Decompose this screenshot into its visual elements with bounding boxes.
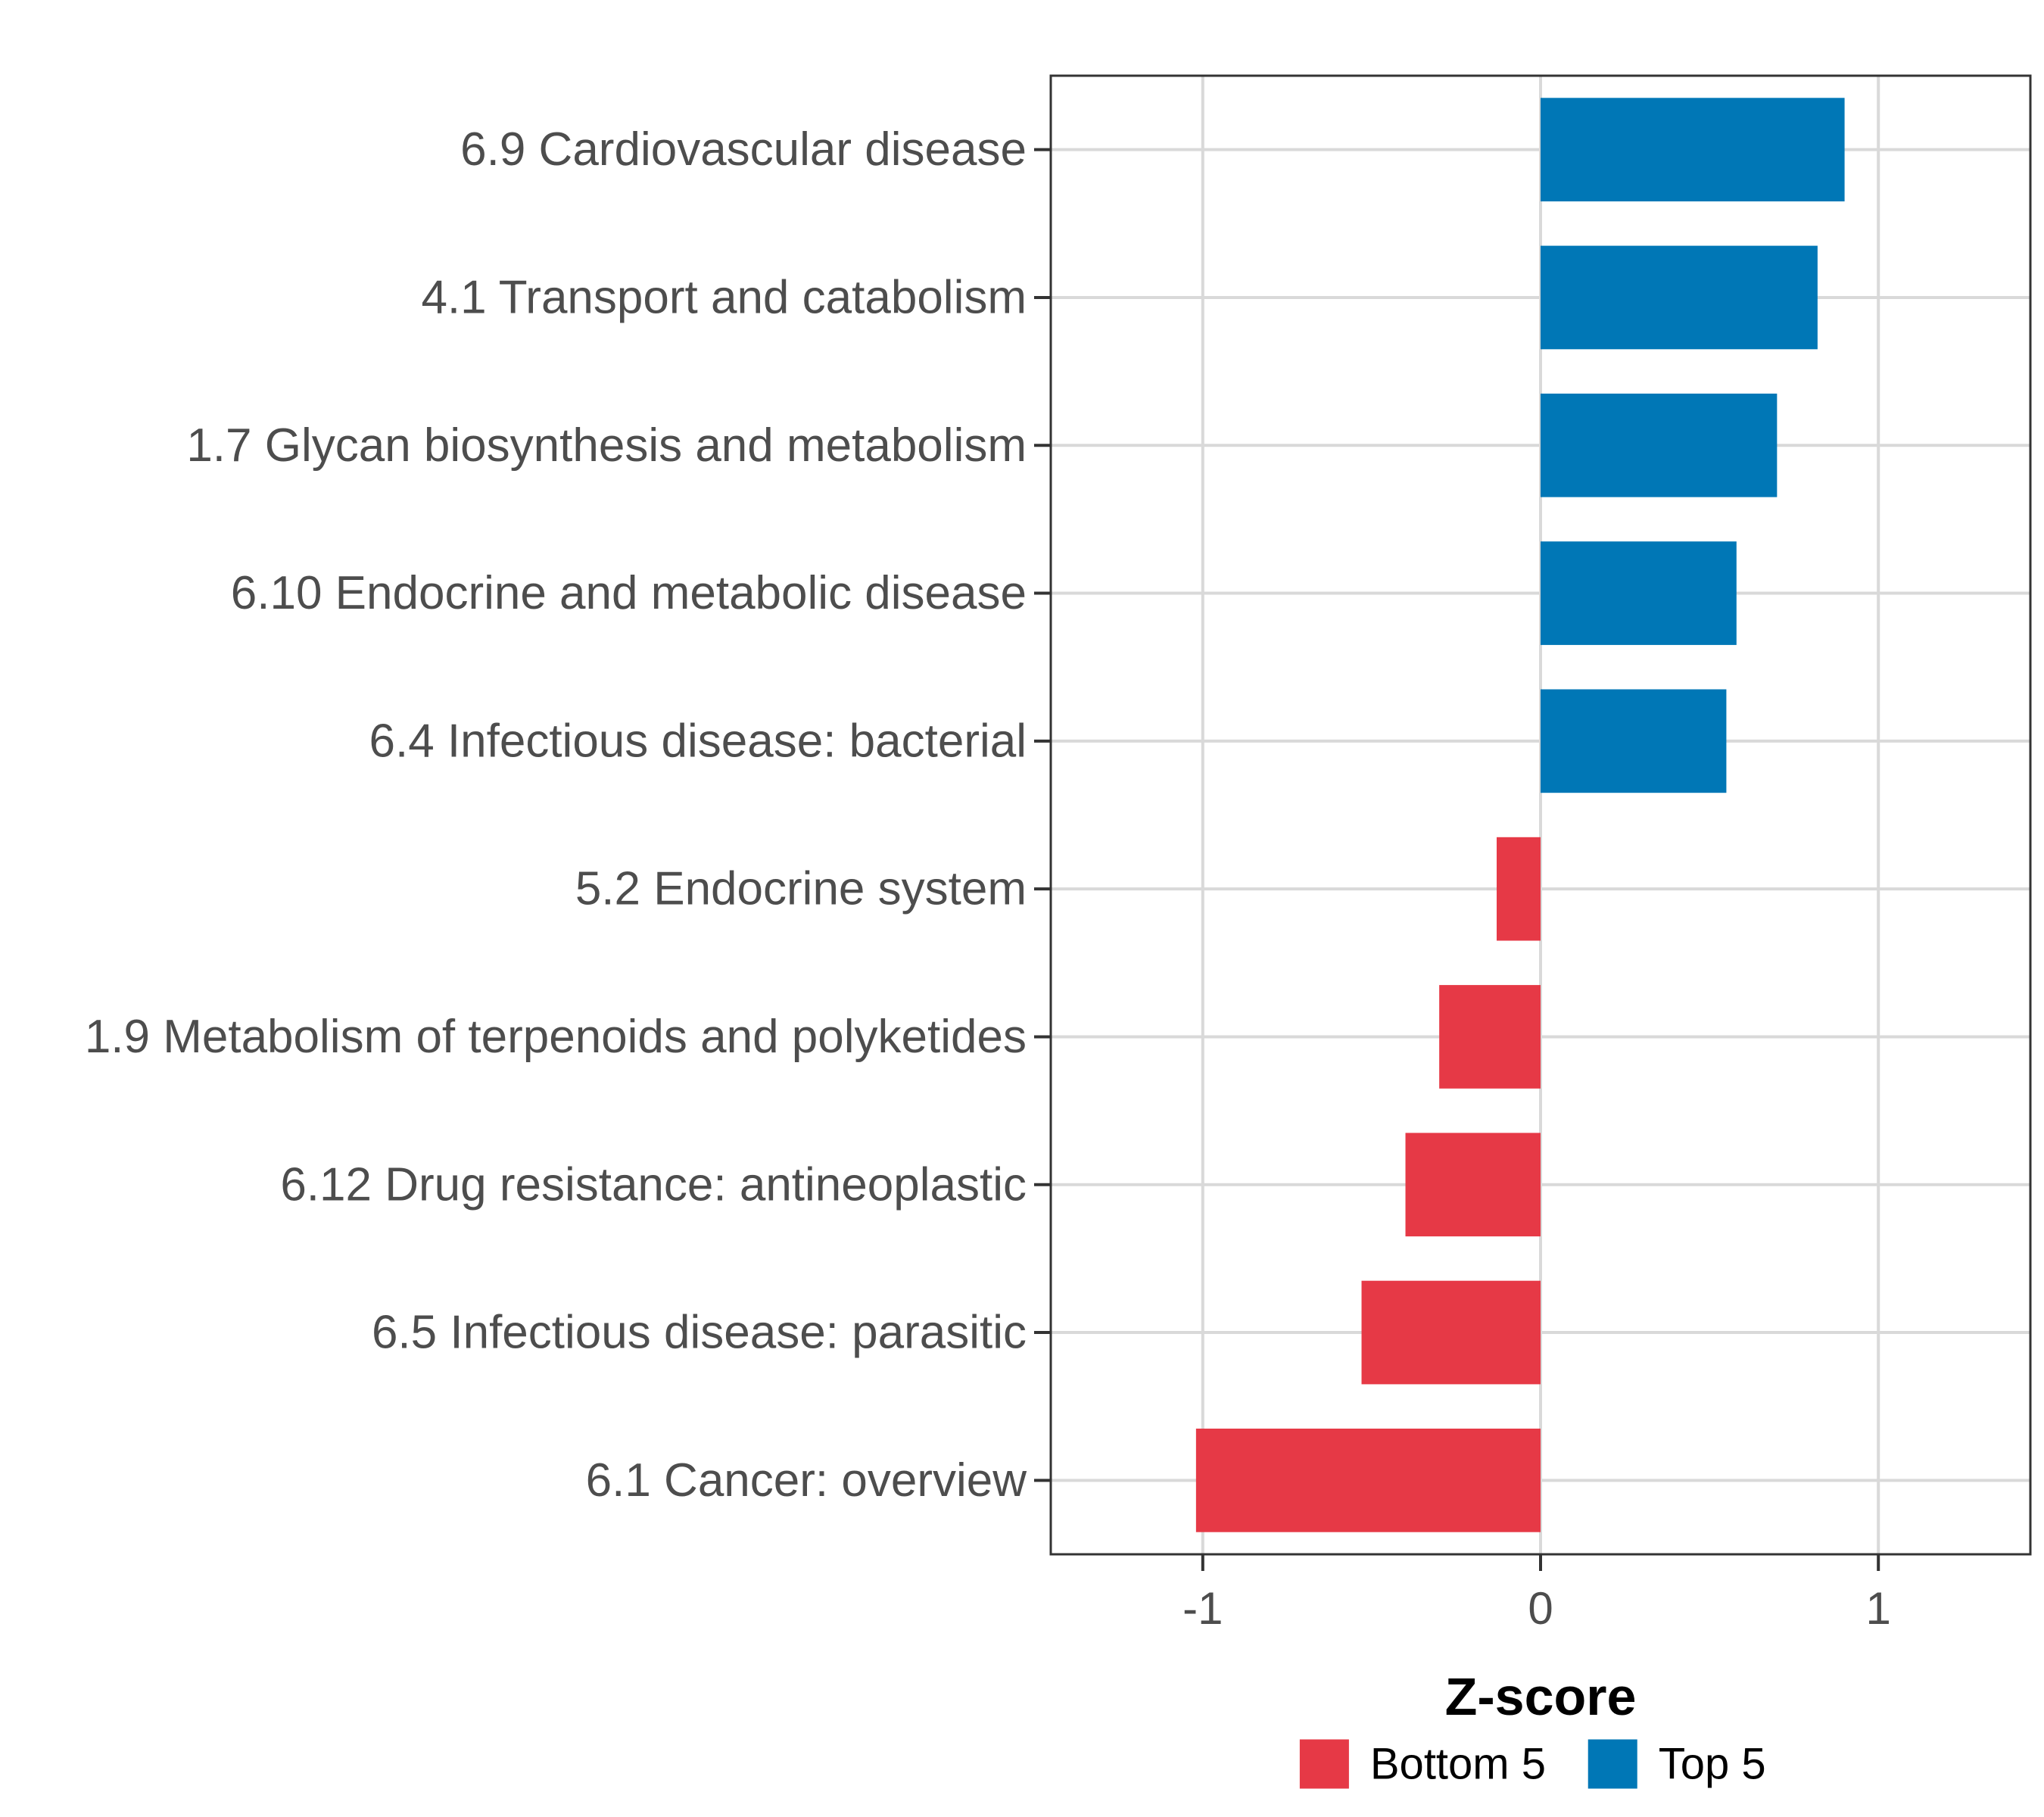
bar-5 xyxy=(1496,837,1541,941)
bar-9 xyxy=(1195,1428,1541,1532)
x-tick-label-0: -1 xyxy=(1182,1583,1223,1634)
category-label-4: 6.4 Infectious disease: bacterial xyxy=(369,715,1027,767)
legend-swatch-0 xyxy=(1299,1739,1349,1789)
bar-4 xyxy=(1541,689,1727,793)
bar-3 xyxy=(1541,541,1737,645)
legend-swatch-1 xyxy=(1588,1739,1637,1789)
category-label-9: 6.1 Cancer: overview xyxy=(586,1454,1027,1507)
category-labels: 6.9 Cardiovascular disease 4.1 Transport … xyxy=(85,123,1027,1507)
category-label-8: 6.5 Infectious disease: parasitic xyxy=(372,1307,1027,1359)
category-label-7: 6.12 Drug resistance: antineoplastic xyxy=(280,1158,1027,1211)
category-label-1: 4.1 Transport and catabolism xyxy=(421,271,1027,323)
bar-6 xyxy=(1439,985,1541,1089)
legend-label-1: Top 5 xyxy=(1659,1740,1766,1789)
y-axis-ticks xyxy=(1034,148,1051,1482)
category-label-5: 5.2 Endocrine system xyxy=(575,863,1027,915)
legend-label-0: Bottom 5 xyxy=(1370,1740,1546,1789)
x-tick-label-2: 1 xyxy=(1866,1583,1891,1634)
category-label-3: 6.10 Endocrine and metabolic disease xyxy=(231,567,1027,619)
bar-2 xyxy=(1541,393,1778,497)
bars xyxy=(1195,98,1845,1532)
bar-8 xyxy=(1361,1280,1541,1385)
category-label-0: 6.9 Cardiovascular disease xyxy=(460,123,1027,176)
legend: Bottom 5 Top 5 xyxy=(1299,1739,1766,1789)
x-axis-ticks: -1 0 1 xyxy=(1182,1554,1891,1634)
x-tick-label-1: 0 xyxy=(1528,1583,1553,1634)
bar-1 xyxy=(1541,245,1818,350)
category-label-6: 1.9 Metabolism of terpenoids and polyket… xyxy=(85,1011,1027,1063)
category-label-2: 1.7 Glycan biosynthesis and metabolism xyxy=(186,419,1027,472)
bar-0 xyxy=(1541,98,1845,202)
bar-7 xyxy=(1405,1133,1541,1237)
x-axis-title: Z-score xyxy=(1445,1667,1637,1726)
